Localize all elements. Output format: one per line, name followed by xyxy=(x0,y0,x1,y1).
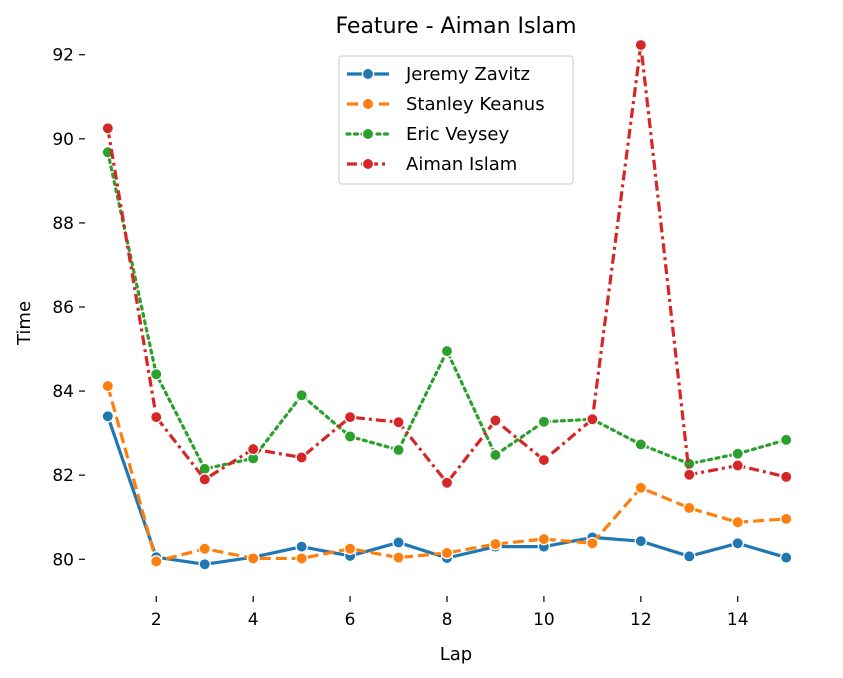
data-point xyxy=(440,546,454,560)
data-point xyxy=(683,468,696,481)
data-point xyxy=(489,414,502,427)
legend-frame xyxy=(338,55,574,185)
data-point xyxy=(150,555,163,568)
data-point xyxy=(343,542,357,556)
x-tick-label: 4 xyxy=(248,610,259,630)
data-point xyxy=(392,443,405,457)
data-point xyxy=(246,442,260,456)
x-tick-label: 2 xyxy=(151,610,162,630)
y-axis: 80 82 84 86 88 90 92 xyxy=(52,46,85,570)
x-tick-label: 10 xyxy=(533,610,555,630)
series-eric-veysey xyxy=(101,146,793,476)
legend-item: Eric Veysey xyxy=(345,124,509,145)
legend-marker xyxy=(361,97,375,111)
data-point xyxy=(683,501,696,515)
data-point xyxy=(150,410,163,424)
data-point xyxy=(634,481,648,495)
data-point xyxy=(198,558,211,571)
data-point xyxy=(537,415,551,429)
data-point xyxy=(586,412,599,426)
x-tick-label: 8 xyxy=(442,610,453,630)
y-tick-label: 90 xyxy=(52,130,74,150)
data-point xyxy=(634,438,648,451)
y-tick-label: 86 xyxy=(52,298,74,318)
data-point xyxy=(392,551,405,564)
data-point xyxy=(586,537,599,550)
data-point xyxy=(295,389,308,402)
data-point xyxy=(779,551,793,564)
data-point xyxy=(779,470,793,484)
legend-marker xyxy=(361,67,375,81)
data-point xyxy=(440,476,454,489)
data-point xyxy=(779,433,793,447)
legend-item: Aiman Islam xyxy=(347,154,517,175)
data-point xyxy=(392,536,405,549)
x-axis-label: Lap xyxy=(440,644,472,665)
data-point xyxy=(537,532,551,546)
data-point xyxy=(779,512,793,526)
data-point xyxy=(683,550,696,563)
data-point xyxy=(731,537,744,550)
plot-area xyxy=(101,38,793,571)
legend-label: Eric Veysey xyxy=(406,124,509,145)
y-tick-label: 82 xyxy=(52,466,74,486)
y-tick-label: 84 xyxy=(52,382,74,402)
data-point xyxy=(295,552,308,565)
data-point xyxy=(731,459,744,472)
series-stanley-keanus xyxy=(101,379,793,568)
legend-item: Stanley Keanus xyxy=(347,94,545,115)
data-point xyxy=(731,447,744,460)
data-point xyxy=(198,542,211,556)
data-point xyxy=(634,534,648,548)
legend-item: Jeremy Zavitz xyxy=(347,64,530,85)
data-point xyxy=(392,415,405,429)
data-point xyxy=(440,344,454,358)
legend-marker xyxy=(361,127,375,141)
x-tick-label: 14 xyxy=(727,610,749,630)
legend-label: Stanley Keanus xyxy=(406,94,545,115)
legend-marker xyxy=(361,157,375,171)
x-tick-label: 12 xyxy=(630,610,652,630)
y-axis-label: Time xyxy=(14,301,35,346)
data-point xyxy=(489,448,502,462)
data-point xyxy=(295,540,308,553)
data-point xyxy=(343,410,357,424)
data-point xyxy=(634,38,648,52)
series-aiman-islam xyxy=(101,38,793,489)
series-line xyxy=(106,150,788,471)
legend: Jeremy Zavitz Stanley Keanus Eric Veysey Ai… xyxy=(338,55,574,185)
x-axis: 2 4 6 8 10 12 14 xyxy=(151,596,749,630)
legend-label: Jeremy Zavitz xyxy=(405,64,530,85)
data-point xyxy=(101,410,115,423)
x-tick-label: 6 xyxy=(345,610,356,630)
data-point xyxy=(489,537,502,551)
data-point xyxy=(731,516,744,529)
data-point xyxy=(343,430,357,443)
chart-title: Feature - Aiman Islam xyxy=(335,14,576,39)
data-point xyxy=(198,473,211,486)
data-point xyxy=(150,368,163,381)
data-point xyxy=(295,451,308,464)
data-point xyxy=(246,552,260,565)
data-point xyxy=(537,453,551,467)
data-point xyxy=(101,122,115,135)
y-tick-label: 80 xyxy=(52,550,74,570)
y-tick-label: 92 xyxy=(52,46,74,66)
series-line xyxy=(106,385,787,563)
y-tick-label: 88 xyxy=(52,214,74,234)
data-point xyxy=(101,379,115,393)
legend-label: Aiman Islam xyxy=(406,154,517,175)
